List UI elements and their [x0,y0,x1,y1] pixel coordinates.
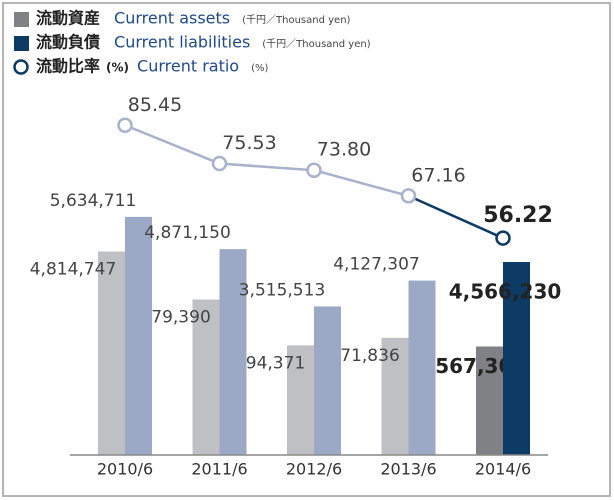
bar [408,280,436,455]
line-segment [124,124,220,165]
value-label: 56.22 [483,203,553,228]
x-tick-label: 2013/6 [380,460,436,479]
legend-name: 流動資産 [36,9,100,28]
line-point [495,230,511,246]
value-label: 5,634,711 [50,191,137,211]
line-point [400,188,417,204]
value-label: 4,566,230 [449,280,562,304]
legend-unit: (千円／Thousand yen) [242,14,350,26]
x-tick-label: 2011/6 [191,460,247,479]
value-label: 67.16 [411,164,465,186]
bar [125,216,152,455]
legend-name: 流動比率 [36,57,100,76]
value-label: 4,814,747 [30,260,117,280]
legend-label-en: Current liabilities [114,33,250,52]
line-segment [313,169,409,198]
legend-label-en: Current ratio [137,57,239,76]
bar [381,337,409,455]
legend-unit: (千円／Thousand yen) [262,38,370,50]
x-tick-label: 2010/6 [97,460,153,479]
x-tick-label: 2014/6 [475,460,531,479]
line-point [306,162,322,178]
bar [503,262,530,455]
bar [98,251,125,455]
bar [287,345,314,455]
value-label: 73.80 [317,139,371,161]
value-label: 85.45 [128,94,182,116]
line-segment [219,162,315,172]
bar [219,249,247,455]
legend-name: 流動負債 [36,33,100,52]
value-label: 4,871,150 [144,223,231,243]
line-point [117,117,133,134]
x-tick-label: 2012/6 [286,460,342,479]
line-point [211,155,228,172]
value-label: 3,515,513 [239,280,326,300]
legend-label-en: Current assets [114,9,230,28]
bar [314,306,341,455]
bar [192,299,220,455]
line-segment [407,194,504,240]
value-label: 4,127,307 [333,255,420,275]
value-label: 75.53 [222,132,276,154]
legend-name-unit: (%) [106,61,129,75]
legend-swatch [14,12,29,27]
legend-swatch [14,36,29,51]
bar [476,346,503,455]
legend-unit: (%) [251,63,268,74]
legend-swatch [13,59,29,75]
